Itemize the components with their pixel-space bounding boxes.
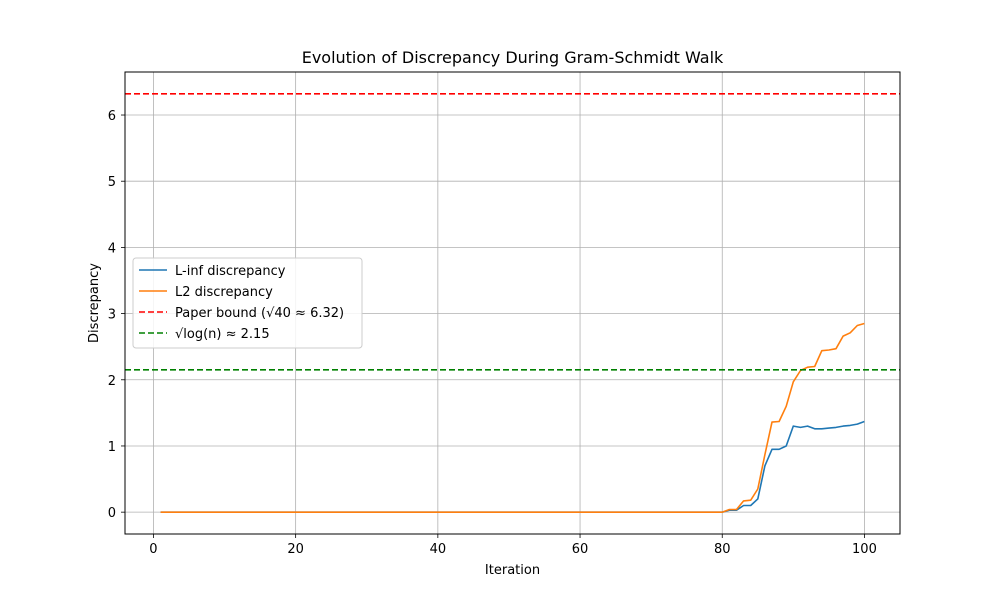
y-axis-label: Discrepancy	[87, 263, 102, 343]
chart-title: Evolution of Discrepancy During Gram-Sch…	[302, 48, 724, 67]
legend-label: L2 discrepancy	[175, 285, 273, 300]
y-tick-label: 5	[108, 175, 116, 190]
x-tick-label: 100	[852, 542, 877, 557]
legend-box	[132, 257, 363, 349]
x-tick-label: 20	[287, 542, 304, 557]
legend-label: √log(n) ≈ 2.15	[175, 327, 270, 342]
x-tick-label: 80	[714, 542, 731, 557]
y-tick-label: 1	[108, 440, 116, 455]
y-tick-label: 2	[108, 374, 116, 389]
x-tick-label: 60	[572, 542, 589, 557]
x-tick-label: 40	[430, 542, 447, 557]
x-axis-label: Iteration	[485, 563, 540, 578]
legend-label: Paper bound (√40 ≈ 6.32)	[175, 306, 344, 321]
axis-ticks: 0 20 40 60 80 100 0 1 2 3 4 5 6	[108, 109, 877, 557]
legend-label: L-inf discrepancy	[175, 264, 286, 279]
y-tick-label: 4	[108, 241, 116, 256]
y-tick-label: 0	[108, 506, 116, 521]
legend: L-inf discrepancy L2 discrepancy Paper bou…	[132, 257, 363, 349]
x-tick-label: 0	[149, 542, 157, 557]
y-tick-label: 6	[108, 109, 116, 124]
grid	[125, 72, 900, 534]
y-tick-label: 3	[108, 308, 116, 323]
series-line-0	[160, 420, 865, 514]
plot-lines	[125, 93, 900, 514]
plot-frame	[124, 71, 901, 535]
series-line-1	[160, 322, 865, 514]
